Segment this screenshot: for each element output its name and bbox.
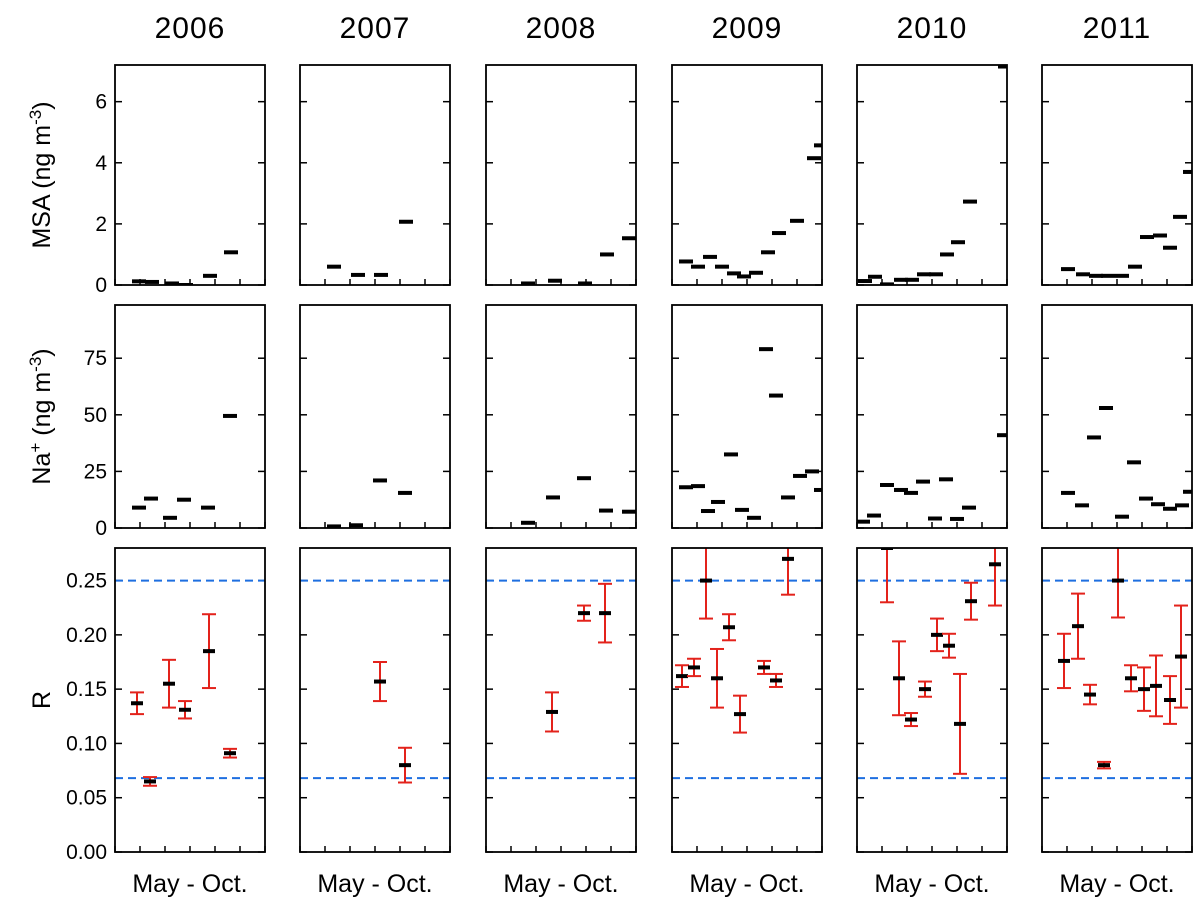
plot-frame (114, 64, 266, 286)
y-tick-label: 0.05 (66, 787, 107, 810)
panel (1041, 304, 1193, 529)
y-tick-label: 25 (84, 460, 107, 483)
panel: 2009 (671, 12, 823, 286)
y-axis-label: MSA (ng m-3) (26, 101, 56, 248)
marks (880, 548, 1002, 775)
plot-frame (485, 304, 637, 529)
plot-frame (1041, 64, 1193, 286)
marks (545, 582, 612, 733)
marks (373, 661, 412, 784)
y-tick-label: 0 (95, 517, 107, 540)
panel: 2008 (485, 12, 637, 286)
column-title: 2010 (897, 12, 968, 45)
plot-frame (1041, 304, 1193, 529)
panel: May - Oct. (1041, 547, 1193, 898)
panel: 2007 (299, 12, 451, 286)
plot-frame (856, 64, 1008, 286)
label-part: Na (28, 453, 56, 485)
y-tick-label: 75 (84, 347, 107, 370)
plot-frame (856, 547, 1008, 853)
marks (675, 548, 795, 734)
panel: 0 25 50 75 Na+ (ng m-3) (26, 304, 266, 540)
column-title: 2006 (155, 12, 226, 45)
y-tick-label: 2 (95, 213, 107, 236)
y-tick-label: 0.10 (66, 732, 107, 755)
plot-frame (671, 304, 823, 529)
column-title: 2007 (340, 12, 411, 45)
marks (132, 250, 238, 285)
column-title: 2008 (526, 12, 597, 45)
marks (130, 613, 237, 787)
marks (132, 413, 237, 520)
plot-frame (299, 64, 451, 286)
panel: May - Oct. (856, 547, 1008, 898)
marks (858, 65, 1007, 285)
y-axis-label: R (28, 691, 56, 709)
label-part: R (28, 691, 56, 709)
panel: May - Oct. (671, 547, 823, 898)
y-tick-label: 4 (95, 152, 107, 175)
panel: May - Oct. (485, 547, 637, 898)
superscript: -3 (26, 357, 45, 372)
x-axis-label: May - Oct. (1059, 870, 1174, 898)
plot-frame (114, 304, 266, 529)
y-tick-label: 50 (84, 404, 107, 427)
marks (1061, 169, 1192, 278)
panel: 0 2 4 6 2006 MSA (ng m-3) (26, 12, 266, 297)
y-tick-label: 0.15 (66, 678, 107, 701)
marks (521, 476, 636, 525)
panel: 2010 (856, 12, 1008, 286)
x-axis-label: May - Oct. (874, 870, 989, 898)
plot-frame (299, 304, 451, 529)
marks (327, 219, 413, 277)
error-bar (880, 548, 894, 604)
y-axis-label: Na+ (ng m-3) (26, 348, 56, 484)
y-tick-label: 0 (95, 274, 107, 297)
plot-frame (671, 547, 823, 853)
label-part: (ng m (28, 372, 56, 443)
panel (485, 304, 637, 529)
plot-frame (299, 547, 451, 853)
marks (521, 236, 636, 285)
label-part: MSA (ng m (28, 125, 56, 249)
panel (671, 304, 823, 529)
superscript: -3 (26, 110, 45, 125)
y-tick-label: 6 (95, 91, 107, 114)
panel (856, 304, 1008, 529)
y-tick-label: 0.20 (66, 624, 107, 647)
label-part: ) (28, 101, 56, 109)
plot-frame (485, 547, 637, 853)
panel: 0.00 0.05 0.10 0.15 0.20 0.25 May - Oct. R (28, 547, 266, 898)
marks (679, 347, 822, 520)
panel: May - Oct. (299, 547, 451, 898)
label-part: ) (28, 348, 56, 356)
marks (327, 478, 412, 528)
y-tick-label: 0.00 (66, 841, 107, 864)
marks (857, 433, 1007, 524)
marks (679, 143, 822, 279)
plot-frame (485, 64, 637, 286)
plot-frame (114, 547, 266, 853)
plot-frame (671, 64, 823, 286)
column-title: 2009 (712, 12, 783, 45)
y-tick-label: 0.25 (66, 570, 107, 593)
x-axis-label: May - Oct. (132, 870, 247, 898)
x-axis-label: May - Oct. (689, 870, 804, 898)
panel (299, 304, 451, 529)
marks (1061, 406, 1192, 519)
marks (1057, 548, 1188, 770)
x-axis-label: May - Oct. (317, 870, 432, 898)
x-axis-label: May - Oct. (503, 870, 618, 898)
plot-frame (856, 304, 1008, 529)
panel: 2011 (1041, 12, 1193, 286)
column-title: 2011 (1083, 12, 1152, 45)
plot-frame (1041, 547, 1193, 853)
superscript: + (26, 443, 45, 453)
